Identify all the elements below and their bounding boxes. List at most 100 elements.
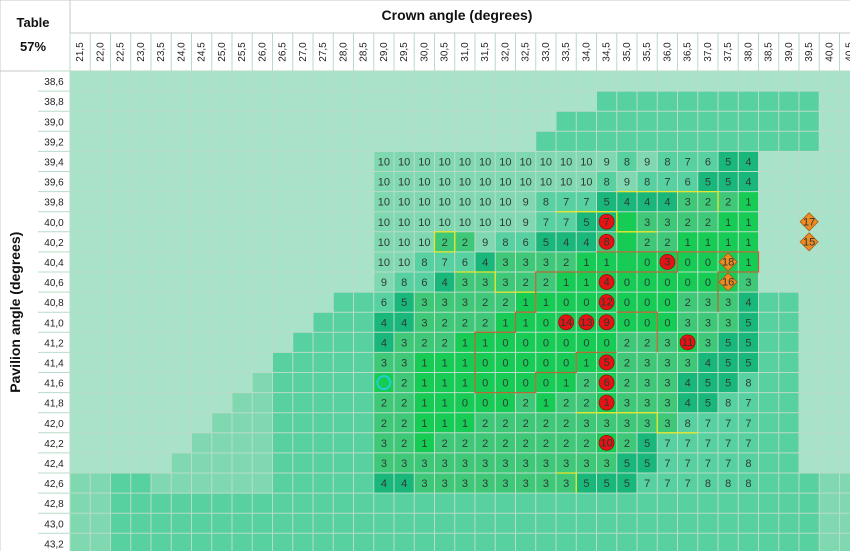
- grid-cell: [738, 292, 759, 313]
- grid-cell: [596, 111, 617, 132]
- grid-cell: [616, 432, 637, 453]
- grid-cell: [191, 91, 212, 112]
- grid-cell: [677, 392, 698, 413]
- grid-cell: [738, 171, 759, 192]
- grid-cell: [292, 432, 313, 453]
- grade-value: 3: [502, 458, 508, 470]
- marker-label: 11: [682, 337, 693, 349]
- region-border-yellow: [616, 190, 719, 212]
- grade-value: 1: [745, 257, 751, 269]
- x-tick-label: 32,0: [500, 42, 511, 62]
- grade-value: 5: [543, 237, 549, 249]
- grid-cell: [697, 251, 718, 272]
- grade-value: 3: [685, 317, 691, 329]
- grade-value: 0: [482, 398, 488, 410]
- grid-cell: [758, 91, 779, 112]
- grid-cell: [475, 131, 496, 152]
- grid-cell: [414, 452, 435, 473]
- grid-cell: [677, 452, 698, 473]
- grade-value: 5: [745, 317, 751, 329]
- grid-cell: [353, 312, 374, 333]
- grid-cell: [232, 533, 253, 551]
- grade-value: 10: [499, 217, 511, 229]
- grid-cell: [535, 332, 556, 353]
- grid-cell: [434, 272, 455, 293]
- grade-value: 3: [664, 337, 670, 349]
- sample-marker-diamond: [718, 272, 738, 292]
- x-tick-label: 34,5: [602, 42, 613, 62]
- grid-cell: [535, 473, 556, 494]
- grade-value: 3: [563, 478, 569, 490]
- grade-value: 10: [378, 217, 390, 229]
- grid-cell: [353, 151, 374, 172]
- grade-value: 3: [604, 458, 610, 470]
- grid-cell: [272, 292, 293, 313]
- grid-cell: [515, 231, 536, 252]
- grid-cell: [191, 452, 212, 473]
- grade-value: 3: [421, 297, 427, 309]
- grid-cell: [495, 392, 516, 413]
- grid-cell: [211, 111, 232, 132]
- grade-value: 4: [644, 197, 650, 209]
- grid-cell: [252, 432, 273, 453]
- grid-cell: [353, 111, 374, 132]
- grid-cell: [556, 91, 577, 112]
- grid-cell: [738, 272, 759, 293]
- grade-value: 8: [725, 398, 731, 410]
- grid-cell: [110, 473, 131, 494]
- grid-cell: [110, 533, 131, 551]
- grade-value: 1: [421, 357, 427, 369]
- grid-cell: [191, 171, 212, 192]
- grid-cell: [515, 171, 536, 192]
- grid-cell: [454, 231, 475, 252]
- grid-cell: [313, 131, 334, 152]
- marker-label: 5: [604, 357, 610, 369]
- grid-cell: [333, 452, 354, 473]
- grade-value: 7: [745, 398, 751, 410]
- grade-value: 0: [543, 378, 549, 390]
- grid-cell: [353, 372, 374, 393]
- grid-cell: [799, 191, 820, 212]
- grid-cell: [151, 171, 172, 192]
- grid-cell: [151, 191, 172, 212]
- grid-cell: [799, 533, 820, 551]
- grid-cell: [637, 352, 658, 373]
- grade-value: 3: [523, 478, 529, 490]
- grade-value: 2: [401, 378, 407, 390]
- grade-value: 3: [705, 337, 711, 349]
- grid-cell: [616, 211, 637, 232]
- grid-cell: [414, 171, 435, 192]
- grade-value: 2: [462, 438, 468, 450]
- grid-cell: [333, 352, 354, 373]
- grid-cell: [495, 473, 516, 494]
- grid-cell: [414, 91, 435, 112]
- grid-cell: [191, 473, 212, 494]
- grid-cell: [70, 91, 91, 112]
- grid-cell: [677, 473, 698, 494]
- grid-cell: [576, 473, 597, 494]
- grade-value: 0: [583, 337, 589, 349]
- grid-cell: [110, 513, 131, 534]
- grid-cell: [171, 432, 192, 453]
- grid-cell: [232, 191, 253, 212]
- grid-cell: [151, 272, 172, 293]
- grid-cell: [272, 231, 293, 252]
- grade-value: 3: [502, 257, 508, 269]
- grid-cell: [556, 151, 577, 172]
- grid-cell: [353, 332, 374, 353]
- grid-cell: [191, 231, 212, 252]
- grade-value: 5: [604, 197, 610, 209]
- grid-cell: [758, 272, 779, 293]
- grade-value: 10: [418, 197, 430, 209]
- grid-cell: [313, 332, 334, 353]
- grid-cell: [718, 412, 739, 433]
- grid-cell: [394, 231, 415, 252]
- grade-value: 4: [381, 337, 387, 349]
- grid-cell: [637, 513, 658, 534]
- grid-cell: [819, 513, 840, 534]
- grid-cell: [211, 372, 232, 393]
- grid-cell: [171, 151, 192, 172]
- grid-cell: [475, 493, 496, 514]
- grid-cell: [414, 332, 435, 353]
- grid-cell: [252, 151, 273, 172]
